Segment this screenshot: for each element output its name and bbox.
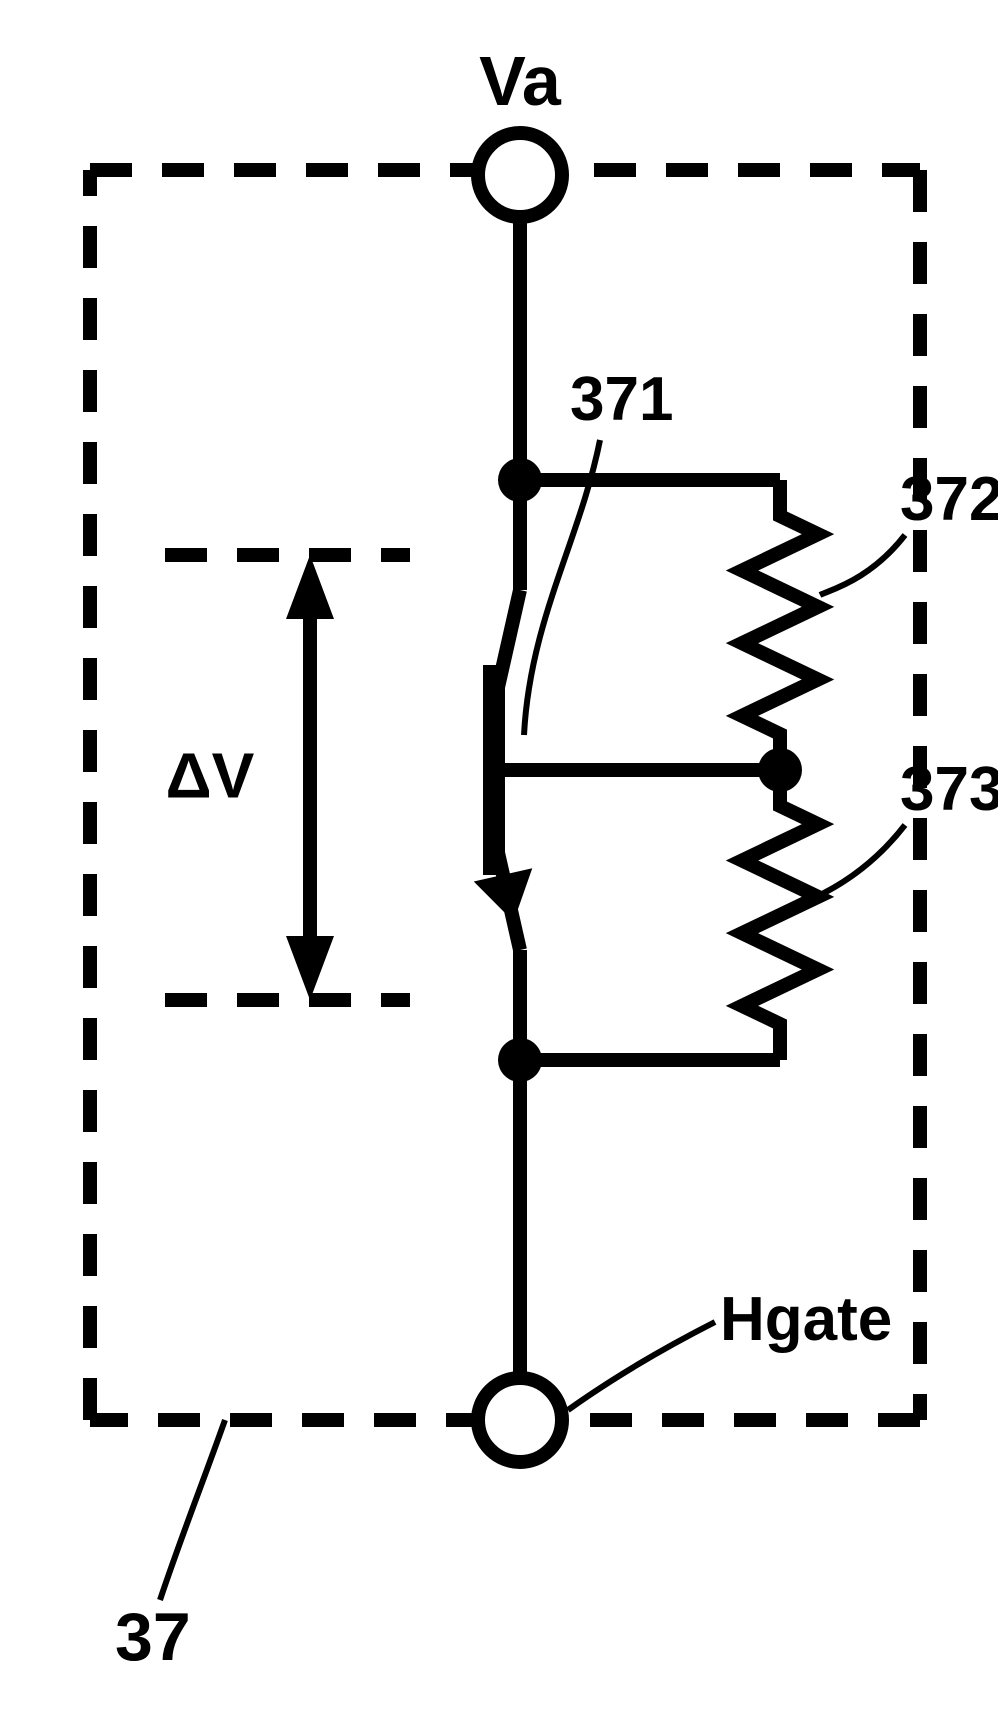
svg-text:ΔV: ΔV (166, 740, 255, 812)
svg-text:372: 372 (900, 465, 998, 534)
svg-text:371: 371 (570, 365, 673, 434)
svg-text:Va: Va (479, 42, 562, 120)
svg-text:37: 37 (115, 1599, 191, 1675)
svg-text:373: 373 (900, 755, 998, 824)
svg-text:Hgate: Hgate (720, 1285, 892, 1354)
